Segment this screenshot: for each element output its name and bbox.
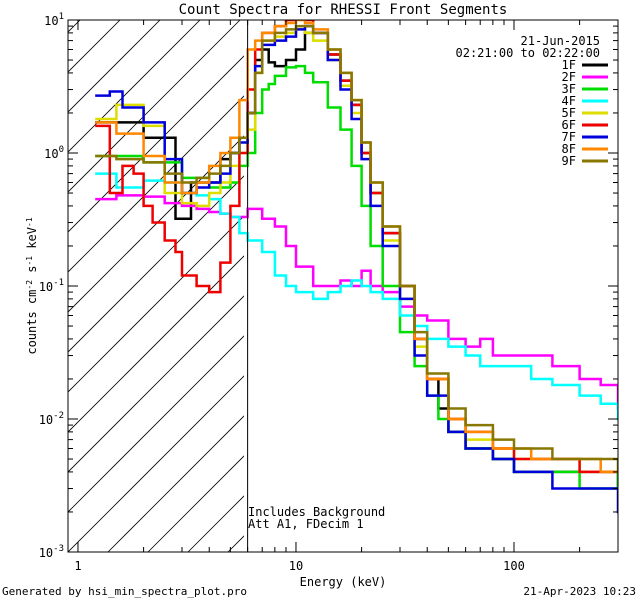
x-axis-label: Energy (keV) [300, 575, 387, 589]
x-tick-label: 100 [503, 559, 525, 573]
series-6F [95, 20, 618, 474]
series-9F [95, 24, 618, 474]
hatch-line [68, 20, 161, 113]
axis-ticks [67, 19, 619, 553]
x-tick-labels: 1 10 100 [74, 559, 524, 573]
observation-time-range: 02:21:00 to 02:22:00 [456, 46, 601, 60]
legend-label-9F: 9F [562, 154, 576, 168]
hatch-line [227, 535, 244, 552]
hatch-line [68, 335, 244, 513]
series-layer [95, 20, 618, 514]
x-tick-label: 1 [74, 559, 81, 573]
hatch-line [68, 175, 244, 353]
hatch-line [68, 20, 201, 153]
legend-label-7F: 7F [562, 130, 576, 144]
series-3F [95, 64, 618, 490]
legend-label-1F: 1F [562, 58, 576, 72]
observation-date: 21-Jun-2015 [521, 34, 600, 48]
legend-label-8F: 8F [562, 142, 576, 156]
hatch-line [308, 0, 640, 552]
hatch-line [0, 0, 108, 552]
legend-label-6F: 6F [562, 118, 576, 132]
y-tick-label: 100 [44, 145, 64, 161]
hatch-line [68, 295, 244, 473]
hatch-line [68, 135, 244, 313]
hatch-line [68, 55, 244, 233]
y-tick-label: 10-2 [39, 411, 64, 427]
generation-timestamp: 21-Apr-2023 10:23 [523, 585, 636, 598]
y-tick-labels: 10-3 10-2 10-1 100 101 [39, 12, 64, 560]
hatch-line [68, 20, 241, 193]
hatch-line [107, 415, 244, 552]
chart-title: Count Spectra for RHESSI Front Segments [179, 2, 508, 18]
generated-by-text: Generated by hsi_min_spectra_plot.pro [2, 585, 247, 598]
annotation-background: Includes Background [248, 505, 385, 519]
legend-label-3F: 3F [562, 82, 576, 96]
legend-label-5F: 5F [562, 106, 576, 120]
hatch-line [68, 215, 244, 393]
y-tick-label: 101 [44, 12, 64, 28]
annotation-attenuator: Att A1, FDecim 1 [248, 517, 364, 531]
attenuator-hatch-region [0, 0, 640, 552]
y-axis-label: counts cm-2 s-1 keV-1 [25, 217, 39, 354]
hatch-line [68, 95, 244, 273]
x-tick-label: 10 [289, 559, 303, 573]
y-tick-label: 10-3 [39, 544, 64, 560]
series-2F [95, 194, 618, 410]
legend-label-4F: 4F [562, 94, 576, 108]
hatch-line [68, 20, 81, 33]
hatch-line [68, 20, 121, 73]
legend-label-2F: 2F [562, 70, 576, 84]
y-tick-label: 10-1 [39, 278, 64, 294]
hatch-line [68, 375, 244, 552]
